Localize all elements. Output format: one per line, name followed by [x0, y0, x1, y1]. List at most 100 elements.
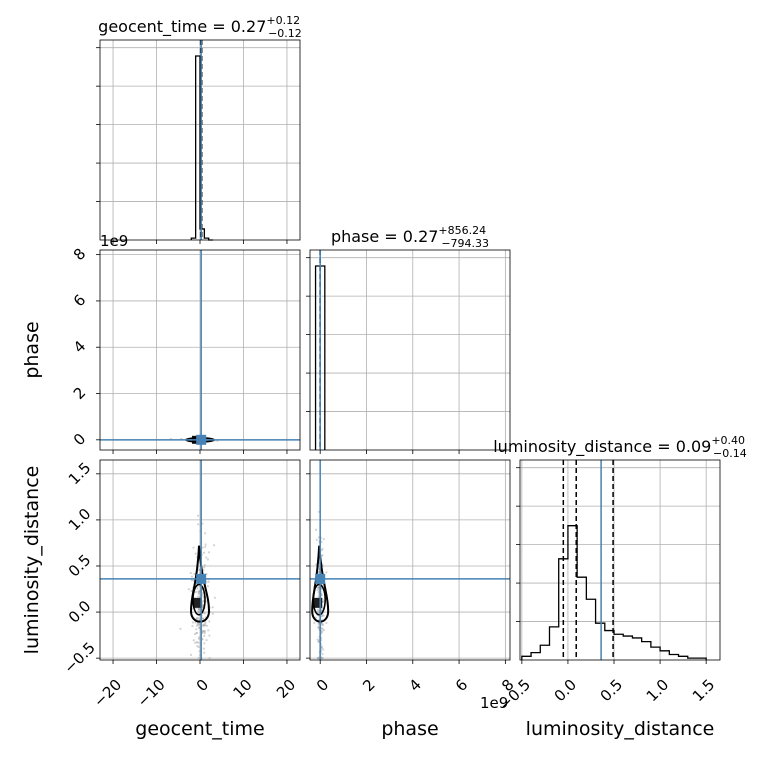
- scatter-point-geocent_time-vs-luminosity_distance: [191, 621, 195, 624]
- scatter-point-geocent_time-vs-luminosity_distance: [190, 579, 193, 582]
- scatter-point-geocent_time-vs-luminosity_distance: [193, 572, 196, 576]
- scatter-point-geocent_time-vs-luminosity_distance: [197, 637, 201, 640]
- scatter-point-geocent_time-vs-luminosity_distance: [197, 626, 201, 629]
- scatter-point-geocent_time-vs-luminosity_distance: [195, 590, 198, 594]
- x-axis-label-luminosity_distance: luminosity_distance: [526, 718, 715, 740]
- scatter-point-geocent_time-vs-luminosity_distance: [208, 657, 211, 660]
- scatter-point-geocent_time-vs-luminosity_distance: [197, 617, 200, 620]
- scatter-point-geocent_time-vs-luminosity_distance: [201, 604, 204, 607]
- scatter-point-phase-vs-luminosity_distance: [321, 628, 324, 631]
- scatter-point-phase-vs-luminosity_distance: [321, 623, 324, 627]
- panel-frame-phase: [309, 249, 511, 451]
- scatter-point-phase-vs-luminosity_distance: [321, 657, 324, 660]
- contour-inner-phase-vs-luminosity_distance: [312, 583, 326, 616]
- scatter-point-geocent_time-vs-luminosity_distance: [198, 626, 201, 630]
- scatter-point-phase-vs-luminosity_distance: [317, 595, 320, 599]
- xtick-label-phase-3: 6: [452, 676, 471, 695]
- scatter-point-geocent_time-vs-luminosity_distance: [195, 628, 198, 631]
- scatter-point-phase-vs-luminosity_distance: [320, 657, 323, 660]
- title-luminosity_distance: luminosity_distance = 0.09+0.40 −0.14: [493, 434, 747, 460]
- svg-text:luminosity_distance = 0.09+0.4: luminosity_distance = 0.09+0.40 −0.14: [493, 434, 747, 460]
- scatter-point-phase-vs-luminosity_distance: [321, 614, 324, 617]
- scatter-point-geocent_time-vs-luminosity_distance: [195, 624, 199, 627]
- y-axis-label-luminosity_distance: luminosity_distance: [21, 466, 43, 655]
- xtick-label-luminosity_distance-1: 0.0: [551, 676, 581, 706]
- scatter-point-geocent_time-vs-luminosity_distance: [198, 650, 201, 653]
- scatter-point-geocent_time-vs-luminosity_distance: [205, 624, 208, 627]
- xtick-label-geocent_time-1: −10: [134, 676, 169, 711]
- scatter-point-phase-vs-luminosity_distance: [320, 627, 323, 630]
- ytick-label-phase-3: 6: [70, 291, 89, 310]
- ytick-label-luminosity_distance-3: 1.0: [65, 505, 95, 535]
- scatter-point-geocent_time-vs-luminosity_distance: [201, 522, 204, 525]
- scatter-point-geocent_time-vs-luminosity_distance: [205, 556, 208, 559]
- scatter-point-geocent_time-vs-luminosity_distance: [197, 590, 200, 593]
- scatter-point-geocent_time-vs-luminosity_distance: [197, 636, 201, 639]
- scatter-point-geocent_time-vs-luminosity_distance: [202, 630, 205, 633]
- scatter-point-geocent_time-vs-luminosity_distance: [202, 623, 205, 626]
- scatter-point-phase-vs-luminosity_distance: [313, 621, 316, 625]
- scatter-point-geocent_time-vs-luminosity_distance: [208, 620, 211, 623]
- scatter-point-geocent_time-vs-luminosity_distance: [189, 653, 193, 656]
- xtick-label-luminosity_distance-2: 0.5: [597, 676, 627, 706]
- scatter-point-phase-vs-luminosity_distance: [320, 646, 323, 649]
- scatter-point-geocent_time-vs-luminosity_distance: [191, 624, 194, 628]
- scatter-point-phase-vs-luminosity_distance: [316, 638, 319, 641]
- scatter-point-geocent_time-vs-luminosity_distance: [198, 608, 201, 611]
- scatter-point-geocent_time-vs-luminosity_distance: [203, 623, 206, 626]
- scatter-point-phase-vs-luminosity_distance: [321, 623, 324, 626]
- xtick-label-phase-1: 2: [359, 676, 378, 695]
- scatter-point-geocent_time-vs-luminosity_distance: [204, 624, 207, 627]
- scatter-point-geocent_time-vs-luminosity_distance: [203, 624, 206, 627]
- scatter-point-phase-vs-luminosity_distance: [317, 639, 320, 642]
- scatter-point-geocent_time-vs-luminosity_distance: [192, 639, 195, 642]
- scatter-point-geocent_time-vs-luminosity_distance: [193, 632, 197, 636]
- scatter-point-geocent_time-vs-luminosity_distance: [203, 651, 206, 654]
- scatter-point-geocent_time-vs-luminosity_distance: [198, 608, 201, 611]
- y-axis-label-phase: phase: [21, 321, 43, 378]
- scatter-point-geocent_time-vs-luminosity_distance: [195, 616, 199, 619]
- ytick-label-phase-1: 2: [70, 383, 89, 402]
- scatter-point-geocent_time-vs-luminosity_distance: [195, 631, 198, 635]
- scatter-point-geocent_time-vs-luminosity_distance: [197, 514, 200, 517]
- offset-text-phase-yaxis: 1e9: [100, 232, 128, 250]
- xtick-label-phase-0: 0: [313, 676, 332, 695]
- scatter-point-geocent_time-vs-luminosity_distance: [203, 612, 206, 615]
- scatter-point-geocent_time-vs-luminosity_distance: [196, 623, 199, 626]
- scatter-point-geocent_time-vs-luminosity_distance: [197, 590, 200, 593]
- scatter-point-geocent_time-vs-luminosity_distance: [197, 623, 200, 626]
- scatter-point-geocent_time-vs-luminosity_distance: [198, 607, 201, 611]
- scatter-point-geocent_time-vs-luminosity_distance: [196, 587, 199, 590]
- scatter-point-geocent_time-vs-luminosity_distance: [203, 634, 206, 637]
- truth-marker-geocent_time-vs-phase: [196, 434, 207, 445]
- scatter-point-phase-vs-luminosity_distance: [322, 629, 325, 632]
- scatter-point-phase-vs-luminosity_distance: [316, 588, 319, 592]
- scatter-point-geocent_time-vs-luminosity_distance: [196, 617, 199, 621]
- scatter-point-phase-vs-luminosity_distance: [322, 537, 325, 541]
- scatter-point-geocent_time-vs-luminosity_distance: [197, 641, 200, 644]
- scatter-point-geocent_time-vs-luminosity_distance: [192, 546, 195, 549]
- histogram-luminosity_distance: [521, 525, 707, 660]
- scatter-point-geocent_time-vs-luminosity_distance: [202, 630, 205, 633]
- scatter-point-phase-vs-luminosity_distance: [322, 614, 325, 617]
- scatter-point-geocent_time-vs-luminosity_distance: [201, 546, 204, 549]
- scatter-point-phase-vs-luminosity_distance: [320, 645, 323, 648]
- scatter-point-geocent_time-vs-luminosity_distance: [198, 611, 201, 615]
- scatter-point-geocent_time-vs-luminosity_distance: [203, 642, 206, 645]
- scatter-point-phase-vs-luminosity_distance: [321, 547, 324, 550]
- scatter-point-phase-vs-luminosity_distance: [322, 648, 325, 651]
- scatter-point-geocent_time-vs-luminosity_distance: [197, 609, 200, 612]
- scatter-point-phase-vs-luminosity_distance: [320, 615, 323, 618]
- svg-text:phase = 0.27+856.24−794.33: phase = 0.27+856.24 −794.33: [331, 224, 489, 250]
- scatter-point-geocent_time-vs-luminosity_distance: [198, 568, 201, 571]
- density-core-geocent_time-vs-luminosity_distance: [193, 597, 202, 608]
- ytick-label-luminosity_distance-2: 0.5: [65, 551, 95, 581]
- xtick-label-luminosity_distance-4: 1.5: [689, 676, 719, 706]
- xtick-label-geocent_time-0: −20: [90, 676, 125, 711]
- svg-text:geocent_time = 0.27+0.12−0.12: geocent_time = 0.27+0.12 −0.12: [98, 14, 302, 40]
- title-geocent_time: geocent_time = 0.27+0.12 −0.12: [98, 14, 302, 40]
- offset-text-phase-xaxis: 1e9: [480, 694, 508, 712]
- scatter-point-geocent_time-vs-luminosity_distance: [197, 592, 200, 595]
- ytick-label-luminosity_distance-4: 1.5: [65, 459, 95, 489]
